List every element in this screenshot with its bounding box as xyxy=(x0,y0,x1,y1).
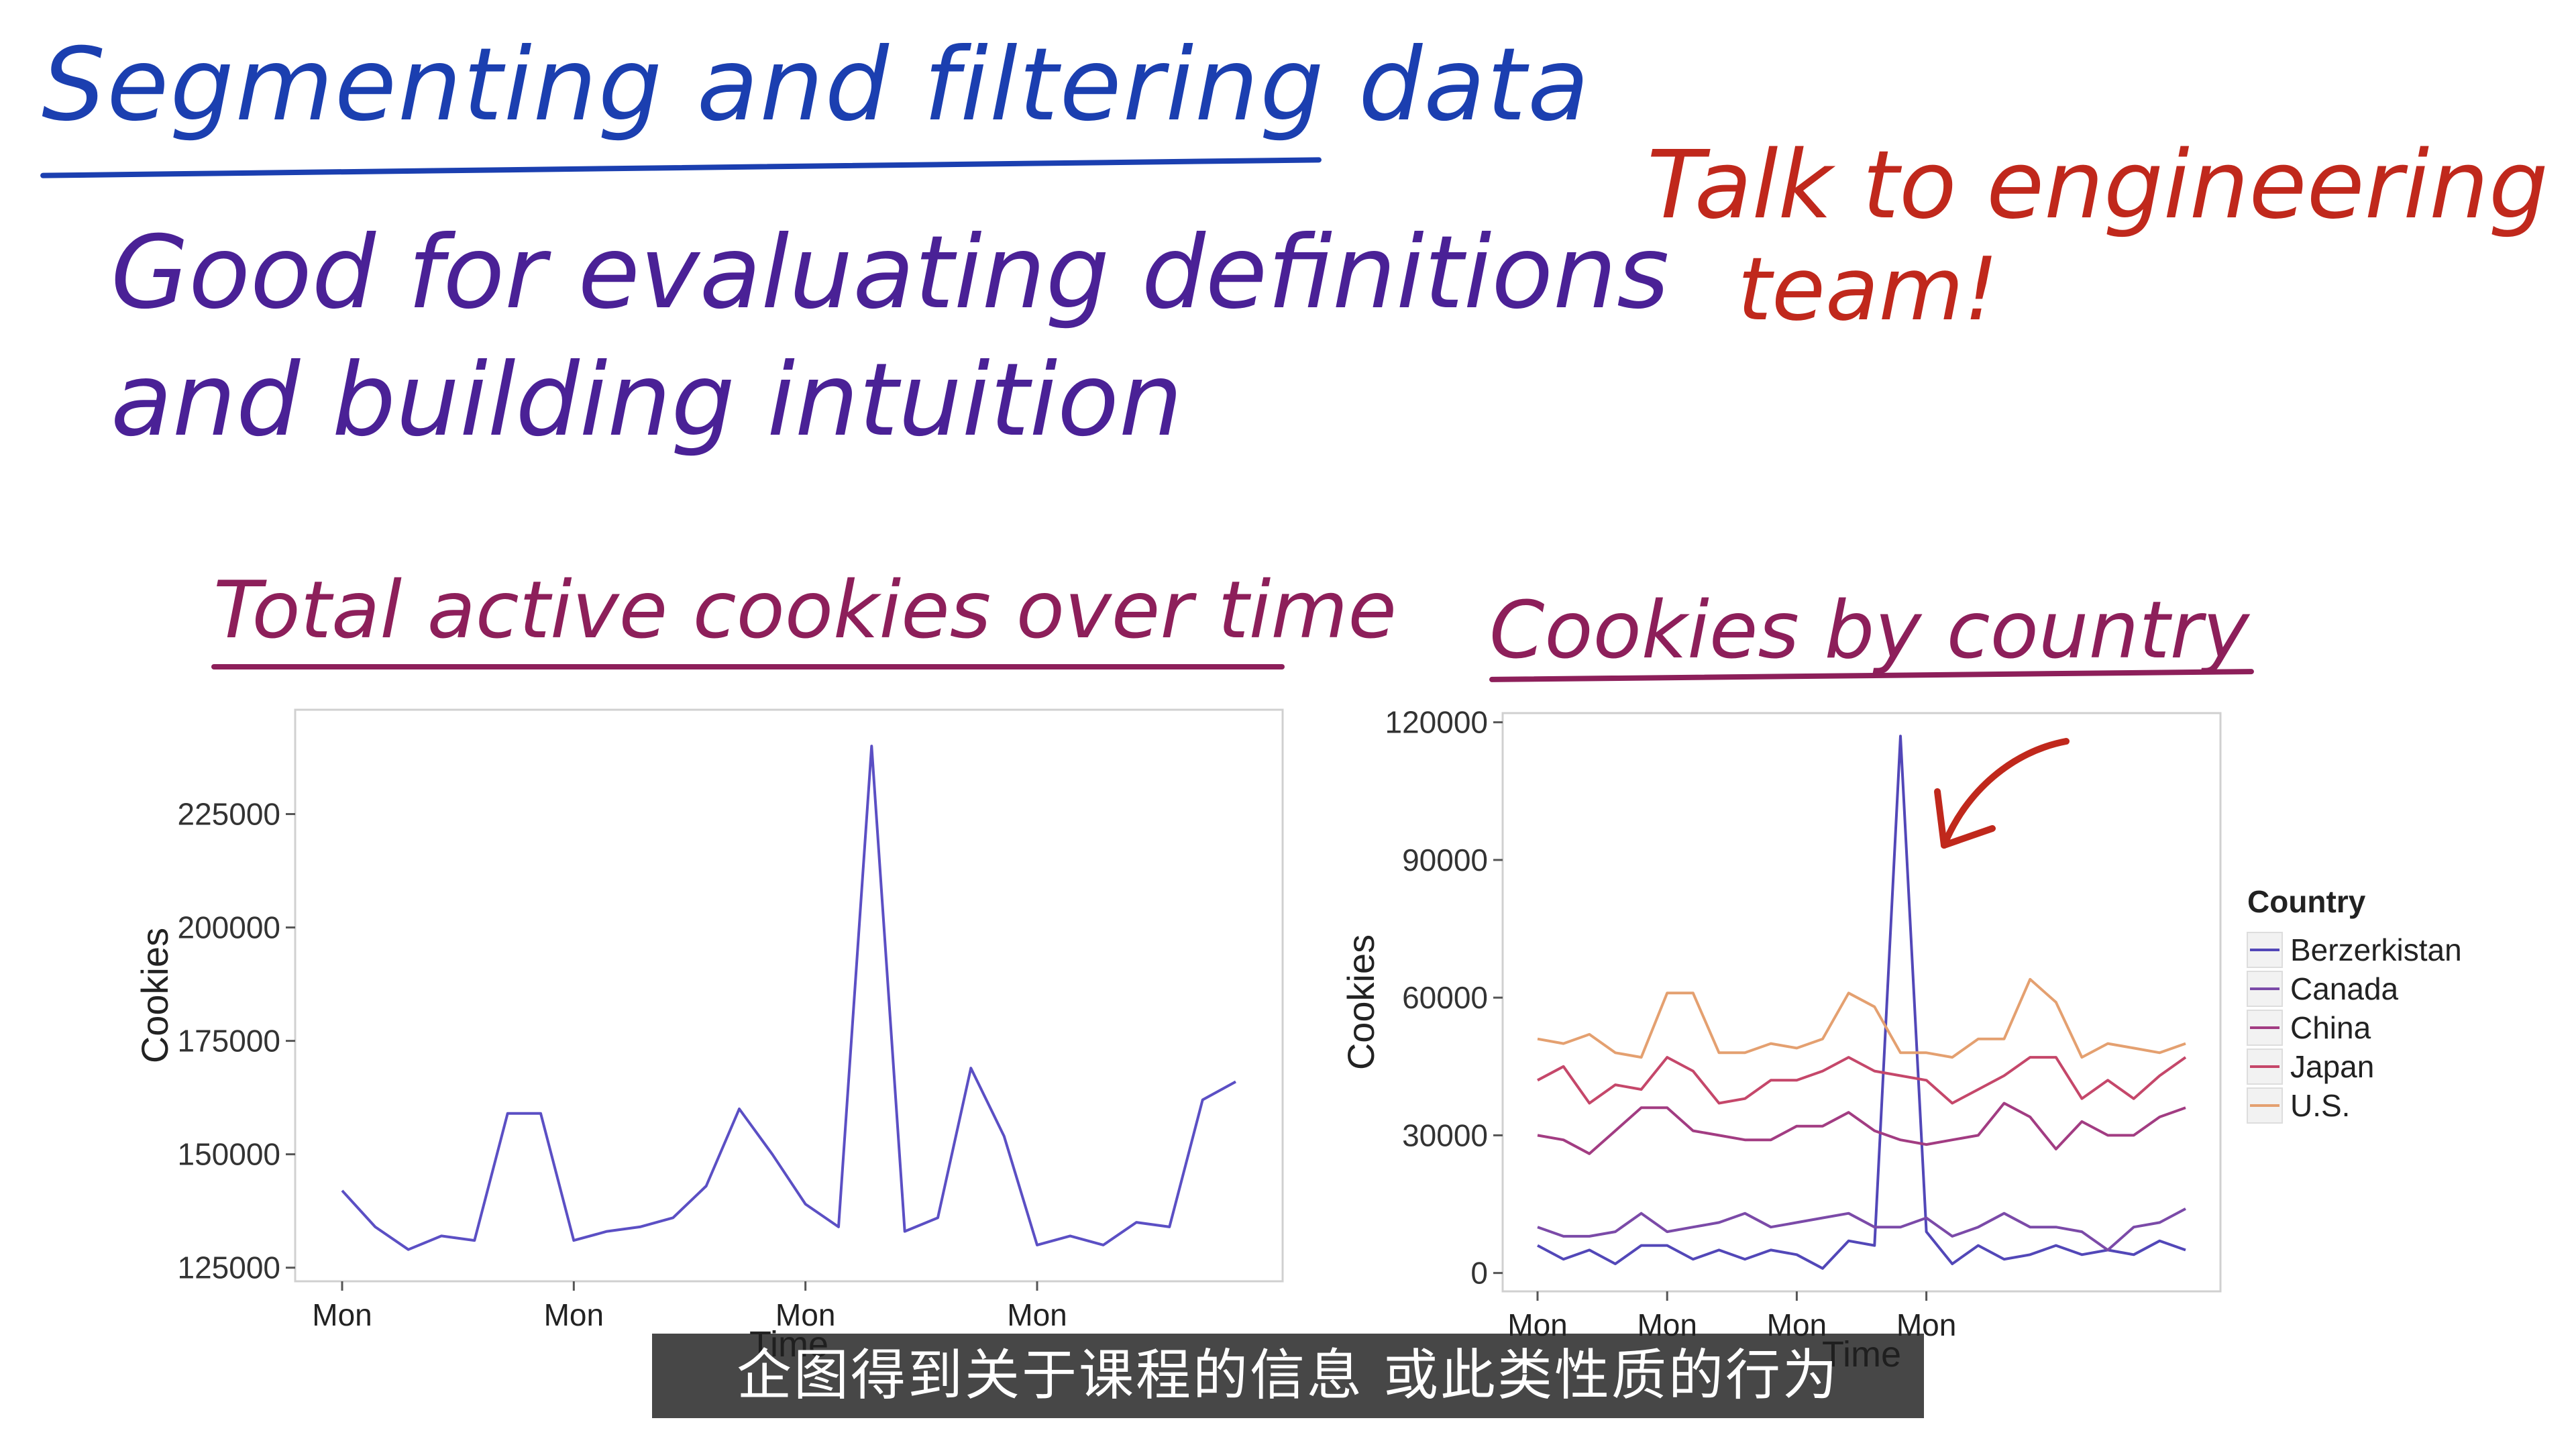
legend-label: China xyxy=(2290,1010,2371,1045)
y-tick-label: 120000 xyxy=(1385,705,1489,740)
y-tick-label: 125000 xyxy=(178,1250,281,1285)
plot-panel xyxy=(294,708,1284,1283)
y-tick-label: 175000 xyxy=(178,1024,281,1059)
y-tick-label: 0 xyxy=(1470,1256,1488,1291)
legend-label: Berzerkistan xyxy=(2290,932,2462,967)
chart-right-title: Cookies by country xyxy=(1489,584,2249,676)
note-line-2: and building intuition xyxy=(111,342,1183,459)
series-line-us xyxy=(1537,977,2186,1059)
y-tick-label: 150000 xyxy=(178,1137,281,1172)
plot-panel xyxy=(1501,712,2222,1293)
y-tick-label: 200000 xyxy=(178,910,281,945)
series-line-total xyxy=(341,745,1236,1251)
series-line-china xyxy=(1537,1102,2186,1155)
x-tick-label: Mon xyxy=(312,1297,372,1332)
x-tick-label: Mon xyxy=(1007,1297,1067,1332)
annotation-arrow xyxy=(1934,738,2070,849)
legend-title: Country xyxy=(2247,884,2366,919)
series-line-canada xyxy=(1537,1208,2186,1252)
slide-title: Segmenting and filtering data xyxy=(42,27,1591,144)
chart-left-title: Total active cookies over time xyxy=(213,564,1397,656)
y-tick-label: 90000 xyxy=(1402,843,1488,877)
y-tick-label: 30000 xyxy=(1402,1118,1488,1152)
callout-line-1: Talk to engineering xyxy=(1647,131,2548,240)
y-axis-label: Cookies xyxy=(133,928,176,1063)
y-tick-label: 225000 xyxy=(178,797,281,832)
series-line-berzerkistan xyxy=(1537,735,2186,1270)
y-tick-label: 60000 xyxy=(1402,980,1488,1015)
legend-label: Canada xyxy=(2290,971,2399,1006)
callout-line-2: team! xyxy=(1737,238,1999,340)
chart-total-cookies: 125000 150000 175000 200000 225000 Mon Mon Mon M… xyxy=(133,708,1284,1364)
chart-left-title-underline xyxy=(211,664,1285,669)
series-line-japan xyxy=(1537,1056,2187,1105)
subtitle-caption: 企图得到关于课程的信息 或此类性质的行为 xyxy=(736,1344,1840,1407)
y-axis-label: Cookies xyxy=(1340,934,1382,1070)
note-line-1: Good for evaluating definitions xyxy=(111,215,1670,331)
chart-cookies-by-country: 0300006000090000120000MonMonMonMonTimeCo… xyxy=(1340,705,2462,1375)
x-tick-label: Mon xyxy=(544,1297,604,1332)
legend-label: Japan xyxy=(2290,1049,2374,1084)
legend-label: U.S. xyxy=(2290,1088,2350,1123)
x-tick-label: Mon xyxy=(775,1297,835,1332)
subtitle-background xyxy=(652,1334,1924,1418)
